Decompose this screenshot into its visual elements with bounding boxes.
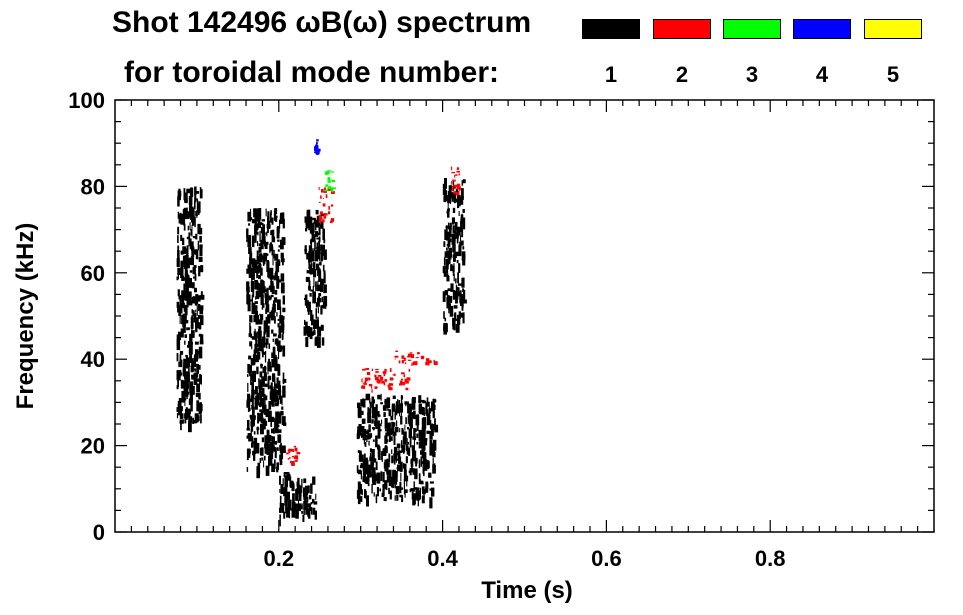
y-tick-label-6: 100 xyxy=(68,88,105,113)
y-axis-label: Frequency (kHz) xyxy=(12,223,39,410)
series-3-region-1 xyxy=(324,170,336,193)
axis-tick-labels: 0.2 0.4 0.6 0.8 0 20 40 60 80 100 xyxy=(68,88,785,571)
series-2-region-2 xyxy=(318,187,335,224)
x-tick-label-1: 0.2 xyxy=(264,546,295,571)
x-tick-label-3: 0.6 xyxy=(591,546,622,571)
x-axis-label: Time (s) xyxy=(481,577,573,604)
series-mode-3 xyxy=(324,170,336,193)
chart-title-line-2: for toroidal mode number: xyxy=(124,56,499,89)
series-1-region-6 xyxy=(442,178,467,335)
legend-label-5: 5 xyxy=(886,62,900,87)
series-1-region-5 xyxy=(356,393,439,509)
series-1-region-4 xyxy=(303,209,328,348)
series-4-region-1 xyxy=(314,139,321,155)
y-tick-label-4: 60 xyxy=(81,261,105,286)
legend-label-2: 2 xyxy=(675,62,689,87)
series-2-region-3 xyxy=(361,368,411,393)
x-tick-label-4: 0.8 xyxy=(755,546,786,571)
series-1-region-3 xyxy=(279,472,318,527)
legend-swatch-4 xyxy=(793,19,851,39)
legend-label-1: 1 xyxy=(604,62,618,87)
series-2-region-5 xyxy=(451,166,461,196)
y-tick-label-5: 80 xyxy=(81,174,105,199)
series-1-region-1 xyxy=(176,186,205,433)
x-tick-label-2: 0.4 xyxy=(427,546,458,571)
series-2-region-1 xyxy=(286,445,301,466)
y-tick-label-2: 20 xyxy=(81,434,105,459)
legend-swatch-1 xyxy=(582,19,640,39)
plot-frame xyxy=(114,99,935,533)
chart-title-line-1: Shot 142496 ωB(ω) spectrum xyxy=(112,6,532,39)
legend-swatch-5 xyxy=(864,19,922,39)
y-tick-label-1: 0 xyxy=(93,520,105,545)
spectrogram-marks xyxy=(176,139,467,527)
series-2-region-4 xyxy=(394,350,438,366)
series-mode-4 xyxy=(314,139,321,155)
legend-swatch-3 xyxy=(723,19,781,39)
legend-label-3: 3 xyxy=(745,62,759,87)
legend-label-4: 4 xyxy=(815,62,829,87)
series-1-region-2 xyxy=(246,208,287,479)
axis-ticks xyxy=(115,99,934,533)
series-mode-1 xyxy=(176,178,467,527)
y-tick-label-3: 40 xyxy=(81,347,105,372)
legend-swatch-2 xyxy=(653,19,711,39)
